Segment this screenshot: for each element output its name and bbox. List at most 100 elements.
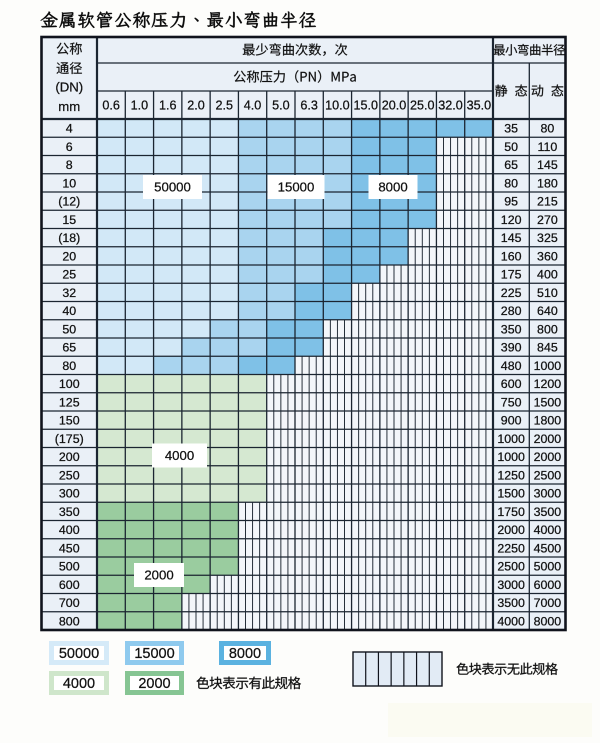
svg-text:50000: 50000 — [59, 646, 99, 662]
svg-text:4: 4 — [66, 122, 73, 136]
svg-text:25: 25 — [62, 268, 76, 282]
svg-text:480: 480 — [501, 359, 522, 373]
svg-text:mm: mm — [58, 99, 80, 114]
svg-text:50: 50 — [62, 322, 76, 336]
svg-text:150: 150 — [59, 414, 80, 428]
svg-text:65: 65 — [504, 158, 518, 172]
svg-text:80: 80 — [504, 176, 518, 190]
svg-text:10: 10 — [62, 176, 76, 190]
svg-text:145: 145 — [537, 158, 558, 172]
svg-text:0.6: 0.6 — [102, 99, 120, 113]
svg-text:8000: 8000 — [229, 646, 261, 662]
svg-text:(175): (175) — [55, 432, 84, 446]
svg-text:125: 125 — [59, 395, 80, 409]
svg-text:15000: 15000 — [134, 646, 174, 662]
svg-text:270: 270 — [537, 213, 558, 227]
svg-text:390: 390 — [501, 341, 522, 355]
svg-text:3000: 3000 — [534, 487, 562, 501]
svg-text:4000: 4000 — [63, 676, 95, 692]
svg-text:2000: 2000 — [138, 676, 170, 692]
svg-text:4.0: 4.0 — [244, 99, 262, 113]
svg-text:450: 450 — [59, 541, 80, 555]
svg-text:32: 32 — [62, 286, 76, 300]
svg-text:1500: 1500 — [534, 395, 562, 409]
svg-text:80: 80 — [62, 359, 76, 373]
svg-text:2000: 2000 — [534, 432, 562, 446]
svg-text:2500: 2500 — [497, 560, 525, 574]
svg-text:2000: 2000 — [534, 450, 562, 464]
svg-text:50: 50 — [504, 140, 518, 154]
svg-text:5000: 5000 — [534, 560, 562, 574]
svg-text:15: 15 — [62, 213, 76, 227]
svg-text:5.0: 5.0 — [272, 99, 290, 113]
svg-text:800: 800 — [59, 614, 80, 628]
svg-text:3000: 3000 — [497, 578, 525, 592]
svg-text:325: 325 — [537, 231, 558, 245]
svg-text:3500: 3500 — [534, 505, 562, 519]
svg-text:600: 600 — [501, 377, 522, 391]
svg-text:700: 700 — [59, 596, 80, 610]
svg-text:250: 250 — [59, 468, 80, 482]
svg-text:8000: 8000 — [378, 180, 407, 195]
svg-text:25.0: 25.0 — [410, 99, 435, 113]
svg-text:225: 225 — [501, 286, 522, 300]
svg-text:175: 175 — [501, 268, 522, 282]
svg-text:2.5: 2.5 — [216, 99, 234, 113]
svg-text:100: 100 — [59, 377, 80, 391]
svg-text:65: 65 — [62, 341, 76, 355]
svg-text:750: 750 — [501, 395, 522, 409]
svg-text:35: 35 — [504, 122, 518, 136]
svg-text:1500: 1500 — [497, 487, 525, 501]
svg-text:6000: 6000 — [534, 578, 562, 592]
svg-text:600: 600 — [59, 578, 80, 592]
svg-text:400: 400 — [59, 523, 80, 537]
svg-text:4500: 4500 — [534, 541, 562, 555]
svg-text:15.0: 15.0 — [353, 99, 378, 113]
svg-text:1.0: 1.0 — [131, 99, 149, 113]
svg-text:200: 200 — [59, 450, 80, 464]
svg-text:280: 280 — [501, 304, 522, 318]
svg-text:8: 8 — [66, 158, 73, 172]
svg-text:1200: 1200 — [534, 377, 562, 391]
svg-text:900: 900 — [501, 414, 522, 428]
svg-text:1000: 1000 — [497, 450, 525, 464]
svg-text:4000: 4000 — [165, 448, 194, 463]
svg-text:2250: 2250 — [497, 541, 525, 555]
svg-text:4000: 4000 — [497, 614, 525, 628]
svg-text:640: 640 — [537, 304, 558, 318]
svg-text:2000: 2000 — [497, 523, 525, 537]
svg-text:15000: 15000 — [278, 180, 315, 195]
svg-text:180: 180 — [537, 176, 558, 190]
svg-text:300: 300 — [59, 487, 80, 501]
svg-text:800: 800 — [537, 322, 558, 336]
svg-text:20: 20 — [62, 249, 76, 263]
svg-text:500: 500 — [59, 560, 80, 574]
svg-text:350: 350 — [501, 322, 522, 336]
svg-text:1.6: 1.6 — [159, 99, 177, 113]
svg-text:80: 80 — [541, 122, 555, 136]
svg-text:8000: 8000 — [534, 614, 562, 628]
svg-text:2000: 2000 — [144, 568, 173, 583]
svg-text:350: 350 — [59, 505, 80, 519]
svg-text:360: 360 — [537, 249, 558, 263]
svg-text:95: 95 — [504, 195, 518, 209]
svg-text:(12): (12) — [58, 195, 80, 209]
svg-text:1800: 1800 — [534, 414, 562, 428]
svg-text:120: 120 — [501, 213, 522, 227]
svg-text:110: 110 — [538, 140, 558, 154]
svg-text:(18): (18) — [58, 231, 80, 245]
svg-text:20.0: 20.0 — [382, 99, 407, 113]
svg-text:2.0: 2.0 — [187, 99, 205, 113]
svg-text:215: 215 — [537, 195, 558, 209]
svg-text:50000: 50000 — [154, 180, 191, 195]
svg-text:(DN): (DN) — [55, 80, 83, 95]
svg-text:6.3: 6.3 — [300, 99, 318, 113]
svg-text:2500: 2500 — [534, 468, 562, 482]
svg-text:1000: 1000 — [497, 432, 525, 446]
svg-text:4000: 4000 — [534, 523, 562, 537]
svg-text:510: 510 — [537, 286, 558, 300]
svg-text:1750: 1750 — [497, 505, 525, 519]
svg-text:6: 6 — [66, 140, 73, 154]
svg-text:160: 160 — [501, 249, 522, 263]
svg-text:32.0: 32.0 — [438, 99, 463, 113]
